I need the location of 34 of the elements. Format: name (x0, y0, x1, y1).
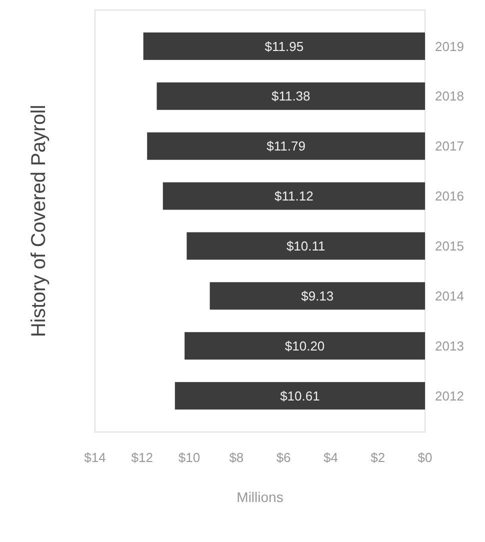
x-tick-label: $2 (370, 450, 386, 465)
y-tick-label: 2018 (435, 88, 464, 104)
y-tick-label: 2016 (435, 188, 464, 204)
bar (162, 182, 425, 210)
data-label: $9.13 (301, 288, 334, 304)
data-label: $10.20 (284, 338, 325, 354)
x-tick-label: $8 (229, 450, 244, 465)
x-tick-label: $6 (276, 450, 291, 465)
bar (174, 382, 425, 410)
x-tick-label: $10 (178, 450, 200, 465)
y-tick-label: 2014 (435, 288, 464, 304)
x-axis-title: Millions (236, 489, 284, 505)
bar (184, 332, 425, 360)
y-tick-label: 2012 (435, 388, 464, 404)
data-label: $11.79 (266, 138, 306, 154)
y-tick-label: 2013 (435, 338, 464, 354)
text: History of Covered Payroll (28, 104, 50, 338)
y-tick-label: 2017 (435, 138, 464, 154)
data-label: $11.95 (264, 38, 304, 54)
bar (156, 82, 425, 110)
bar (147, 132, 425, 160)
data-label: $10.11 (286, 238, 326, 254)
data-label: $11.12 (274, 188, 314, 204)
bar (210, 282, 425, 310)
x-tick-label: $4 (323, 450, 338, 465)
x-tick-label: $0 (418, 450, 432, 465)
bar (143, 32, 425, 60)
y-tick-label: 2019 (435, 38, 464, 54)
y-tick-label: 2015 (435, 238, 464, 254)
x-tick-label: $14 (84, 450, 106, 465)
data-label: $10.61 (280, 388, 320, 404)
data-label: $11.38 (271, 88, 310, 104)
x-tick-label: $12 (131, 450, 153, 465)
bar (186, 232, 425, 260)
